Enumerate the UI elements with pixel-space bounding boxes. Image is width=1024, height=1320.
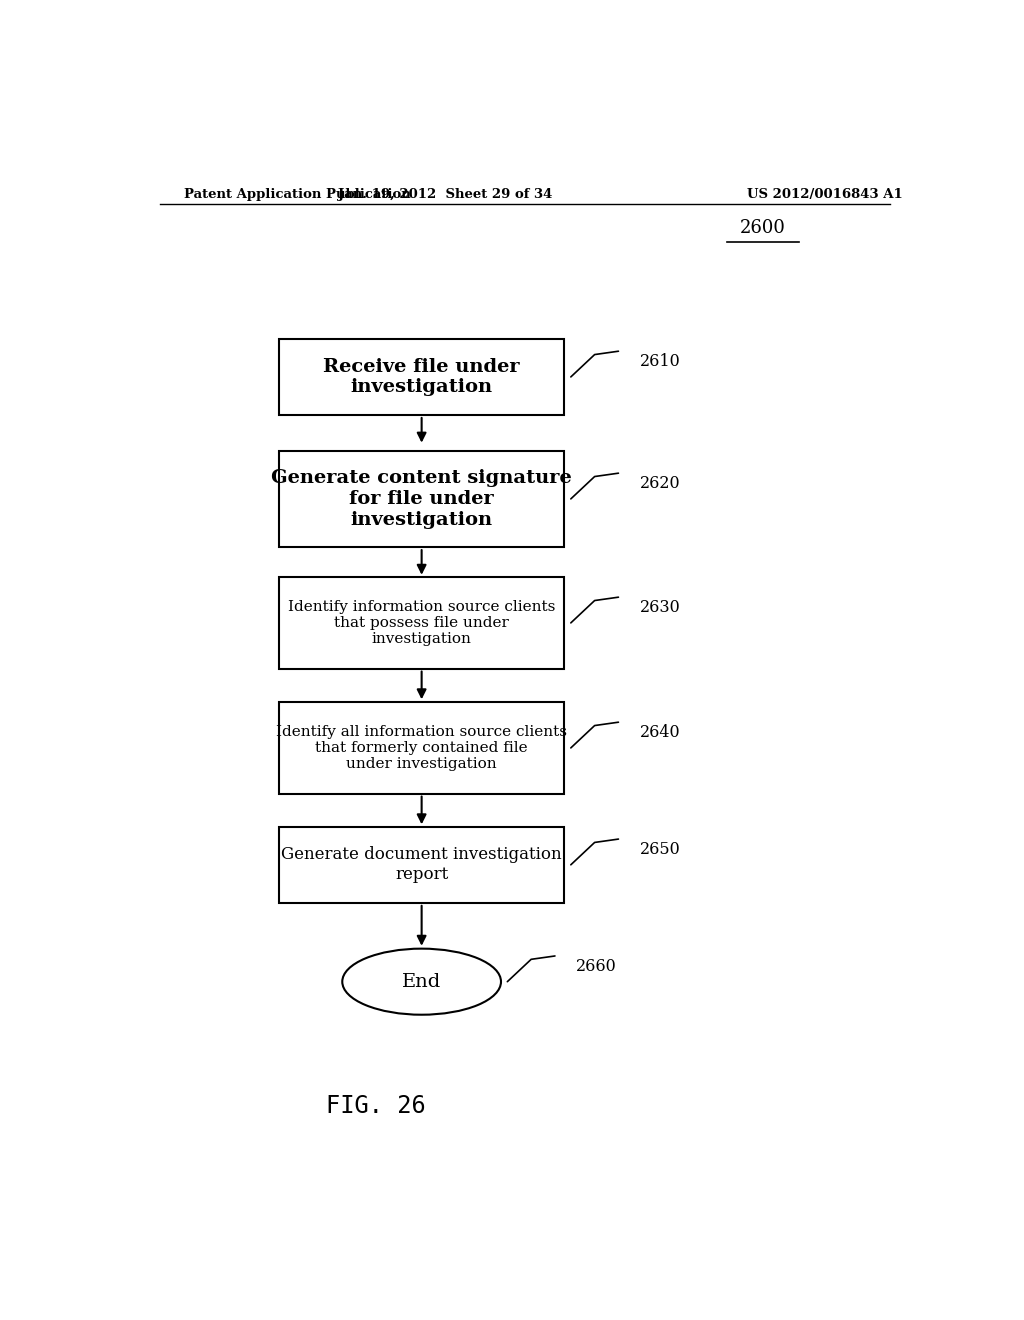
FancyBboxPatch shape <box>279 826 564 903</box>
Text: Jan. 19, 2012  Sheet 29 of 34: Jan. 19, 2012 Sheet 29 of 34 <box>338 189 553 202</box>
FancyBboxPatch shape <box>279 702 564 793</box>
FancyBboxPatch shape <box>279 450 564 548</box>
Text: Patent Application Publication: Patent Application Publication <box>183 189 411 202</box>
Text: 2620: 2620 <box>640 475 681 492</box>
Text: US 2012/0016843 A1: US 2012/0016843 A1 <box>748 189 903 202</box>
FancyBboxPatch shape <box>279 577 564 669</box>
Text: 2660: 2660 <box>577 958 617 975</box>
Text: Identify information source clients
that possess file under
investigation: Identify information source clients that… <box>288 599 555 645</box>
Text: 2600: 2600 <box>740 219 785 238</box>
Text: 2630: 2630 <box>640 599 681 616</box>
Text: Generate content signature
for file under
investigation: Generate content signature for file unde… <box>271 469 572 529</box>
FancyBboxPatch shape <box>279 339 564 414</box>
Text: Receive file under
investigation: Receive file under investigation <box>324 358 520 396</box>
Ellipse shape <box>342 949 501 1015</box>
Text: End: End <box>402 973 441 991</box>
Text: Identify all information source clients
that formerly contained file
under inves: Identify all information source clients … <box>276 725 567 771</box>
Text: Generate document investigation
report: Generate document investigation report <box>282 846 562 883</box>
Text: 2610: 2610 <box>640 354 681 370</box>
Text: FIG. 26: FIG. 26 <box>327 1094 426 1118</box>
Text: 2640: 2640 <box>640 725 681 741</box>
Text: 2650: 2650 <box>640 841 681 858</box>
